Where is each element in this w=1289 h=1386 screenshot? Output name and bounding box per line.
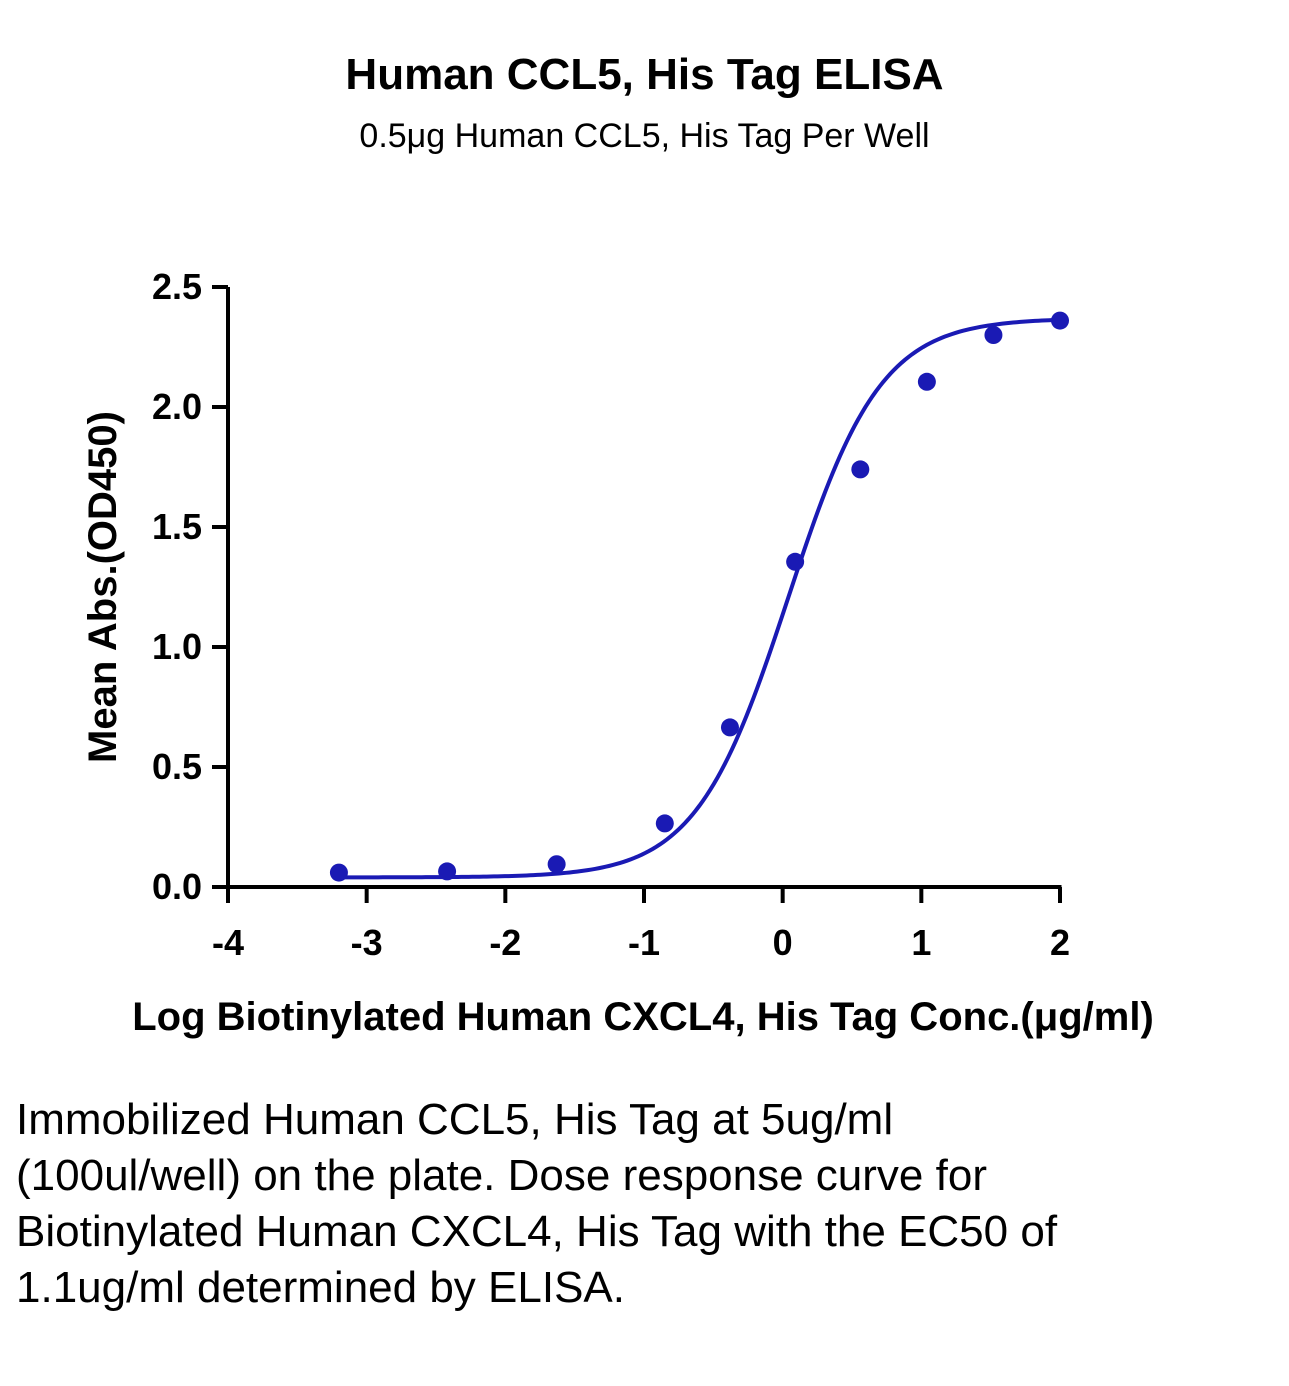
- y-tick-label: 2.5: [152, 266, 202, 307]
- x-tick-label: 0: [773, 922, 793, 963]
- y-tick-label: 1.5: [152, 506, 202, 547]
- data-point: [655, 814, 674, 833]
- data-point: [851, 460, 870, 479]
- x-tick-label: 2: [1050, 922, 1070, 963]
- chart-subtitle: 0.5μg Human CCL5, His Tag Per Well: [359, 117, 930, 155]
- x-tick-label: 1: [911, 922, 931, 963]
- fit-curve-layer: [338, 317, 1061, 880]
- axes: -4 -3 -2 -1 0 1 2 0.0 0.5 1.0 1.5 2.0 2.5: [152, 266, 1070, 963]
- y-tick-label: 2.0: [152, 386, 202, 427]
- data-point: [720, 718, 739, 737]
- data-points-layer: [329, 311, 1069, 882]
- y-axis-label: Mean Abs.(OD450): [81, 411, 125, 763]
- chart-title: Human CCL5, His Tag ELISA: [345, 50, 944, 99]
- x-tick-label: -2: [489, 922, 521, 963]
- data-point: [329, 863, 348, 882]
- data-point: [1051, 311, 1069, 330]
- x-tick-label: -1: [628, 922, 660, 963]
- data-point: [438, 862, 457, 881]
- y-tick-label: 1.0: [152, 626, 202, 667]
- x-tick-label: -3: [351, 922, 383, 963]
- fit-curve: [338, 317, 1061, 880]
- y-tick-label: 0.5: [152, 746, 202, 787]
- data-point: [547, 855, 566, 874]
- figure-caption: Immobilized Human CCL5, His Tag at 5ug/m…: [16, 1095, 1058, 1312]
- x-tick-label: -4: [212, 922, 244, 963]
- data-point: [786, 552, 805, 571]
- y-tick-label: 0.0: [152, 866, 202, 907]
- x-axis-label: Log Biotinylated Human CXCL4, His Tag Co…: [132, 995, 1154, 1039]
- elisa-chart: -4 -3 -2 -1 0 1 2 0.0 0.5 1.0 1.5 2.0 2.5 Mean Abs.(…: [81, 266, 1154, 1039]
- data-point: [984, 326, 1003, 344]
- data-point: [917, 372, 936, 391]
